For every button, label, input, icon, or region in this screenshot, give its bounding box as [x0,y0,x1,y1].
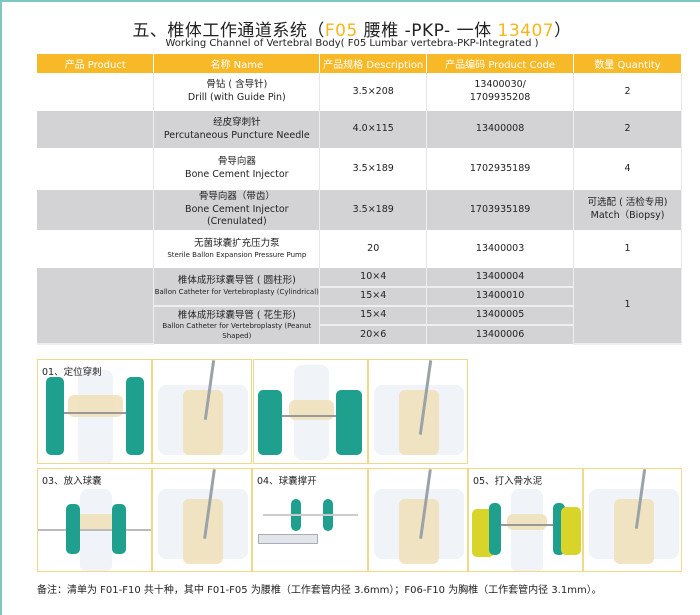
table-row: 20×6 13400006 [37,325,682,344]
step-image-balloon-insert: 03、放入球囊 [37,468,152,572]
table-row: 椎体成形球囊导管 ( 花生形) Ballon Catheter for Verte… [37,306,682,344]
table-header: 产品 Product 名称 Name 产品规格 Description 产品编码 Pr… [37,54,682,73]
step-image-spine-front: 01、定位穿刺 [37,359,152,464]
table-row: 骨导向器 Bone Cement Injector 3.5×189 17029351… [37,148,682,190]
step-image-bone-cement: 05、打入骨水泥 [468,468,583,572]
step-image-vertebra-side-2 [368,359,468,464]
table-row: 无菌球囊扩充压力泵 Sterile Ballon Expansion Pressu… [37,230,682,268]
table-row: 经皮穿刺针 Percutaneous Puncture Needle 4.0×11… [37,111,682,148]
table-row: 骨导向器（带齿） Bone Cement Injector (Crenulated… [37,190,682,230]
footnote: 备注：清单为 F01-F10 共十种，其中 F01-F05 为腰椎（工作套管内径… [37,585,602,596]
step-image-balloon-expand: 04、球囊撑开 [252,468,368,572]
step-image-vertebra-side [152,359,252,464]
table-row: 15×4 13400010 [37,287,682,307]
step-image-vertebra-side-5 [583,468,682,572]
table-row: 椎体成形球囊导管 ( 圆柱形) Ballon Catheter for Verte… [37,268,682,345]
step-image-spine-front-2 [253,359,368,464]
table-row: 骨钻 ( 含导针) Drill (with Guide Pin) 3.5×208 … [37,73,682,111]
step-image-vertebra-side-3 [152,468,252,572]
page-title: 五、椎体工作通道系统（F05 腰椎 -PKP- 一体 13407） [132,21,572,41]
page-subtitle: Working Channel of Vertebral Body( F05 L… [165,38,539,49]
product-table: 产品 Product 名称 Name 产品规格 Description 产品编码 Pr… [37,54,682,345]
step-image-vertebra-side-4 [368,468,468,572]
